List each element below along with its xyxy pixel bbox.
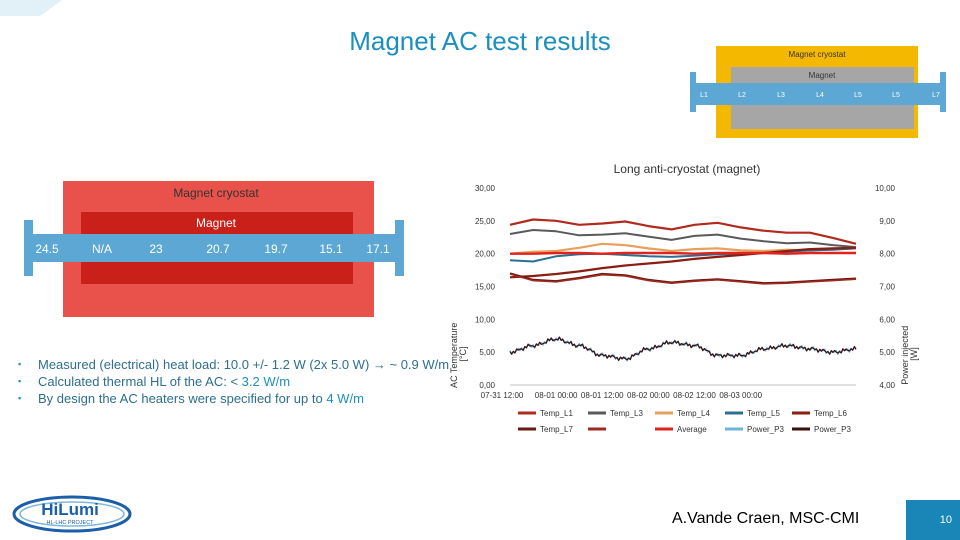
- big-temperature-value: N/A: [92, 242, 112, 256]
- chart-ylabel-line1: AC Temperature: [449, 323, 459, 388]
- bullet-highlight: 3.2 W/m: [241, 374, 291, 389]
- small-cryostat-label: Magnet cryostat: [789, 50, 847, 59]
- chart-ytick-label: 20,00: [475, 250, 496, 259]
- chart-xtick-label: 08-02 12:00: [673, 391, 716, 400]
- chart-series-line: [509, 336, 857, 362]
- chart-ytick-label: 5,00: [479, 348, 495, 357]
- big-right-flange: [395, 220, 404, 276]
- bullet-text: Measured (electrical) heat load: 10.0 +/…: [38, 357, 450, 372]
- chart-y2label-line1: Power injected: [900, 326, 910, 385]
- chart-legend-label: Temp_L4: [677, 409, 710, 418]
- chart-series: [509, 218, 857, 362]
- small-segment-label: L2: [738, 92, 746, 99]
- corner-decoration: [0, 0, 62, 16]
- big-left-flange: [24, 220, 33, 276]
- chart-xtick-label: 08-01 00:00: [535, 391, 578, 400]
- bullet-marker: ▪: [18, 393, 22, 403]
- small-cryostat-diagram: Magnet cryostat Magnet L1 L2 L3 L4 L5 L5 L7: [690, 46, 946, 138]
- big-cryostat-diagram: Magnet cryostat Magnet 24.5 N/A 23 20.7 19.7…: [24, 181, 404, 317]
- small-rod: [694, 83, 942, 105]
- big-temperature-value: 19.7: [264, 242, 288, 256]
- bullet-list: ▪ Measured (electrical) heat load: 10.0 …: [18, 356, 458, 407]
- chart-series-line: [509, 229, 857, 249]
- chart-ytick-label: 25,00: [475, 217, 496, 226]
- chart-series-line: [510, 251, 856, 255]
- chart-y2label: Power injected [W]: [900, 323, 919, 385]
- big-magnet-label: Magnet: [196, 216, 237, 230]
- chart-title: Long anti-cryostat (magnet): [614, 162, 761, 176]
- bullet-item: ▪ By design the AC heaters were specifie…: [18, 390, 458, 407]
- bullet-highlight: 4 W/m: [326, 391, 364, 406]
- big-temperature-value: 17.1: [366, 242, 390, 256]
- chart-y2tick-label: 7,00: [879, 283, 895, 292]
- big-temperature-value: 23: [149, 242, 163, 256]
- chart-legend-label: Temp_L6: [814, 409, 847, 418]
- chart-ytick-label: 30,00: [475, 184, 496, 193]
- chart-series-line: [509, 246, 857, 279]
- logo-subtext: HL-LHC PROJECT: [46, 520, 94, 526]
- chart-y2tick-label: 8,00: [879, 250, 895, 259]
- big-temperature-value: 20.7: [206, 242, 230, 256]
- small-segment-label: L5: [892, 92, 900, 99]
- small-segment-label: L1: [700, 92, 708, 99]
- bullet-text: Calculated thermal HL of the AC: <: [38, 374, 242, 389]
- bullet-item: ▪ Measured (electrical) heat load: 10.0 …: [18, 356, 458, 373]
- logo-text: HiLumi: [41, 500, 99, 519]
- hilumi-logo: HiLumi HL-LHC PROJECT: [12, 495, 132, 533]
- chart-legend-label: Temp_L1: [540, 409, 573, 418]
- small-segment-labels: L1 L2 L3 L4 L5 L5 L7: [700, 92, 940, 99]
- chart-legend-label: Power_P3: [814, 425, 851, 434]
- chart-series-line: [509, 336, 857, 361]
- chart-xtick-label: 07-31 12:00: [481, 391, 524, 400]
- slide-title: Magnet AC test results: [349, 26, 611, 56]
- chart-legend: Temp_L1 Temp_L3 Temp_L4 Temp_L5 Temp_L6 Temp_…: [518, 409, 851, 434]
- chart-legend-label: Average: [677, 425, 707, 434]
- chart-x-axis-ticks: 07-31 12:00 08-01 00:00 08-01 12:00 08-02 0…: [481, 391, 763, 400]
- small-segment-label: L3: [777, 92, 785, 99]
- chart-xtick-label: 08-02 00:00: [627, 391, 670, 400]
- chart-legend-label: Temp_L5: [747, 409, 780, 418]
- big-temperature-value: 24.5: [35, 242, 59, 256]
- chart-y2label-line2: [W]: [909, 347, 919, 361]
- small-right-flange: [940, 72, 946, 112]
- big-temperature-values: 24.5 N/A 23 20.7 19.7 15.1 17.1: [35, 242, 390, 256]
- chart-ylabel: AC Temperature [°C]: [449, 320, 468, 388]
- chart-ylabel-line2: [°C]: [458, 346, 468, 361]
- chart-y2tick-label: 5,00: [879, 348, 895, 357]
- chart-legend-label: Power_P3: [747, 425, 784, 434]
- chart-xtick-label: 08-01 12:00: [581, 391, 624, 400]
- small-segment-label: L5: [854, 92, 862, 99]
- chart-y2tick-label: 10,00: [875, 184, 896, 193]
- ac-temperature-chart: Long anti-cryostat (magnet) AC Temperatu…: [449, 162, 919, 434]
- small-segment-label: L4: [816, 92, 824, 99]
- chart-legend-label: Temp_L7: [540, 425, 573, 434]
- chart-y2tick-label: 4,00: [879, 381, 895, 390]
- chart-y2tick-label: 6,00: [879, 315, 895, 324]
- bullet-item: ▪ Calculated thermal HL of the AC: < 3.2…: [18, 373, 458, 390]
- chart-ytick-label: 10,00: [475, 315, 496, 324]
- chart-series-line: [509, 218, 857, 245]
- bullet-text: By design the AC heaters were specified …: [38, 391, 327, 406]
- chart-legend-label: Temp_L3: [610, 409, 643, 418]
- bullet-marker: ▪: [18, 376, 22, 386]
- chart-xtick-label: 08-03 00:00: [719, 391, 762, 400]
- chart-right-axis-ticks: 4,00 5,00 6,00 7,00 8,00 9,00 10,00: [875, 184, 896, 390]
- page-number: 10: [906, 500, 960, 540]
- chart-y2tick-label: 9,00: [879, 217, 895, 226]
- chart-ytick-label: 0,00: [479, 381, 495, 390]
- chart-ytick-label: 15,00: [475, 283, 496, 292]
- author-credit: A.Vande Craen, MSC-CMI: [672, 510, 860, 527]
- big-cryostat-label: Magnet cryostat: [173, 186, 259, 200]
- small-segment-label: L7: [932, 92, 940, 99]
- big-temperature-value: 15.1: [319, 242, 343, 256]
- small-magnet-label: Magnet: [809, 71, 836, 80]
- big-rod: [30, 234, 398, 262]
- small-left-flange: [690, 72, 696, 112]
- chart-series-line: [509, 273, 857, 285]
- chart-left-axis-ticks: 0,00 5,00 10,00 15,00 20,00 25,00 30,00: [475, 184, 496, 390]
- bullet-marker: ▪: [18, 359, 22, 369]
